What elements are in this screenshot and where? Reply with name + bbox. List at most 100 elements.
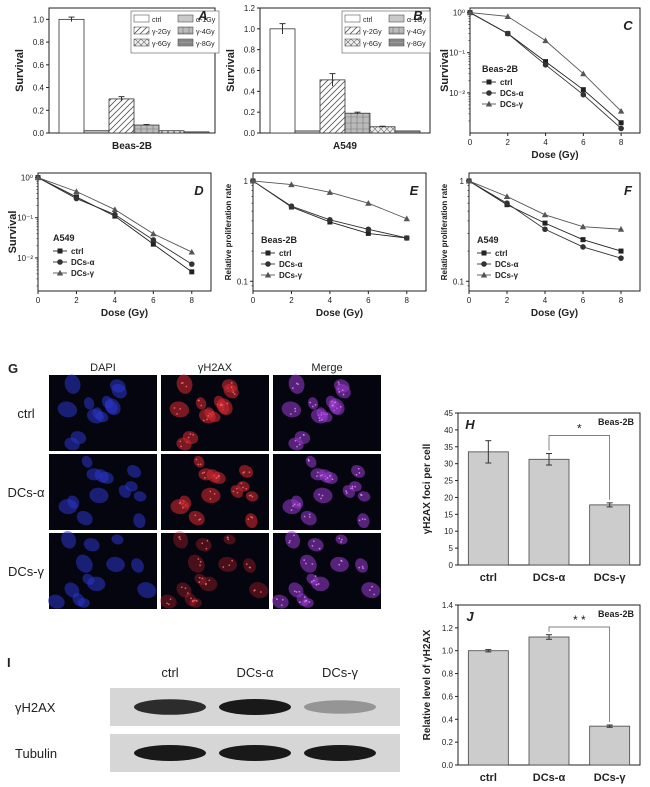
panel-letter: H <box>465 417 475 432</box>
marker-triangle <box>264 271 272 278</box>
cell-nucleus <box>216 398 233 416</box>
foci-dot <box>358 519 361 522</box>
y-tick-label: 10⁰ <box>21 174 33 183</box>
marker-triangle <box>580 70 587 77</box>
foci-dot <box>178 536 181 539</box>
x-category-label: DCs-γ <box>594 572 627 584</box>
bar-ctrl <box>58 18 85 134</box>
foci-dot <box>316 471 319 474</box>
foci-dot <box>232 490 235 493</box>
bar-γ-6Gy <box>158 130 185 134</box>
cell-nucleus <box>211 471 226 484</box>
marker-triangle <box>403 215 410 222</box>
cell-nucleus <box>357 491 371 502</box>
foci-dot <box>354 485 356 488</box>
foci-dot <box>320 474 322 477</box>
foci-dot <box>221 403 224 406</box>
x-category-label: DCs-α <box>533 572 566 584</box>
y-tick-label: 0.2 <box>244 108 256 117</box>
foci-dot <box>190 597 192 600</box>
marker-square <box>150 241 156 247</box>
foci-dot <box>308 516 311 518</box>
foci-dot <box>340 541 342 543</box>
foci-dot <box>226 536 229 539</box>
plot-frame <box>252 172 427 292</box>
marker-square <box>57 248 63 254</box>
cell-nucleus <box>176 374 193 394</box>
legend-swatch <box>388 14 405 23</box>
marker-circle <box>618 255 624 261</box>
foci-dot <box>351 487 354 490</box>
x-tick-label: 4 <box>113 296 118 305</box>
foci-dot <box>204 476 206 479</box>
foci-dot <box>218 474 220 477</box>
row-label: DCs-α <box>7 485 45 500</box>
legend-swatch <box>388 26 405 35</box>
foci-dot <box>180 586 183 589</box>
foci-dot <box>230 386 233 389</box>
legend-swatch <box>344 26 361 35</box>
foci-dot <box>245 563 248 566</box>
cell-nucleus <box>169 401 190 418</box>
legend-entry: ctrl <box>152 17 162 24</box>
y-tick-label: 0.6 <box>244 67 256 76</box>
foci-dot <box>338 537 341 540</box>
cell-nucleus <box>111 383 127 399</box>
cell-nucleus <box>243 558 256 573</box>
marker-square <box>618 120 624 126</box>
marker-square <box>486 79 492 85</box>
foci-dot <box>184 587 187 590</box>
row-label: DCs-γ <box>8 564 45 579</box>
foci-dot <box>180 445 182 448</box>
legend-entry: DCs-γ <box>279 271 303 280</box>
cell-nucleus <box>125 481 138 492</box>
foci-dot <box>206 418 208 421</box>
y-tick-label: 1 <box>244 177 249 186</box>
foci-dot <box>361 518 364 520</box>
y-tick-label: 10⁻² <box>17 254 33 263</box>
foci-dot <box>189 433 192 435</box>
legend-swatch <box>388 38 405 47</box>
cell-nucleus <box>111 534 124 545</box>
foci-dot <box>297 383 300 386</box>
foci-dot <box>305 562 307 565</box>
foci-dot <box>180 382 183 385</box>
cell-line-label: Beas-2B <box>598 417 635 427</box>
marker-circle <box>365 226 372 233</box>
foci-dot <box>337 381 340 384</box>
marker-triangle <box>617 107 625 114</box>
foci-dot <box>299 436 301 439</box>
cell-line-label: A549 <box>477 235 499 245</box>
foci-dot <box>293 590 296 593</box>
foci-dot <box>296 445 298 448</box>
foci-dot <box>294 410 297 413</box>
foci-dot <box>222 566 225 568</box>
foci-dot <box>197 399 200 402</box>
x-tick-label: 2 <box>289 296 294 305</box>
foci-dot <box>355 473 358 476</box>
foci-dot <box>310 580 313 583</box>
legend-entry: γ-2Gy <box>152 29 171 36</box>
cell-nucleus <box>83 538 100 552</box>
significance-bracket <box>548 626 611 722</box>
panel-G: G DAPI γH2AX Merge ctrl DCs-α DCs-γ <box>7 361 381 609</box>
foci-dot <box>280 604 283 607</box>
panel-A: 0.0 0.2 0.4 0.6 0.8 1.0 Survival Beas-2B ctrl α-1… <box>14 7 220 152</box>
cell-nucleus <box>272 594 289 609</box>
marker-circle <box>580 91 587 98</box>
legend-entry: DCs-α <box>495 260 519 269</box>
bar-γ-8Gy <box>394 130 421 134</box>
foci-dot <box>309 401 312 404</box>
foci-dot <box>292 505 294 507</box>
foci-dot <box>235 487 238 490</box>
y-tick-label: 1.0 <box>33 15 45 24</box>
legend-swatch <box>344 14 361 23</box>
y-axis-label: Relative level of γH2AX <box>422 629 433 740</box>
foci-dot <box>248 471 251 474</box>
marker-triangle <box>288 181 295 188</box>
y-tick-label: 0.0 <box>244 129 256 138</box>
foci-dot <box>226 402 229 405</box>
foci-dot <box>314 575 317 578</box>
foci-dot <box>169 598 172 601</box>
marker-circle <box>542 61 549 68</box>
